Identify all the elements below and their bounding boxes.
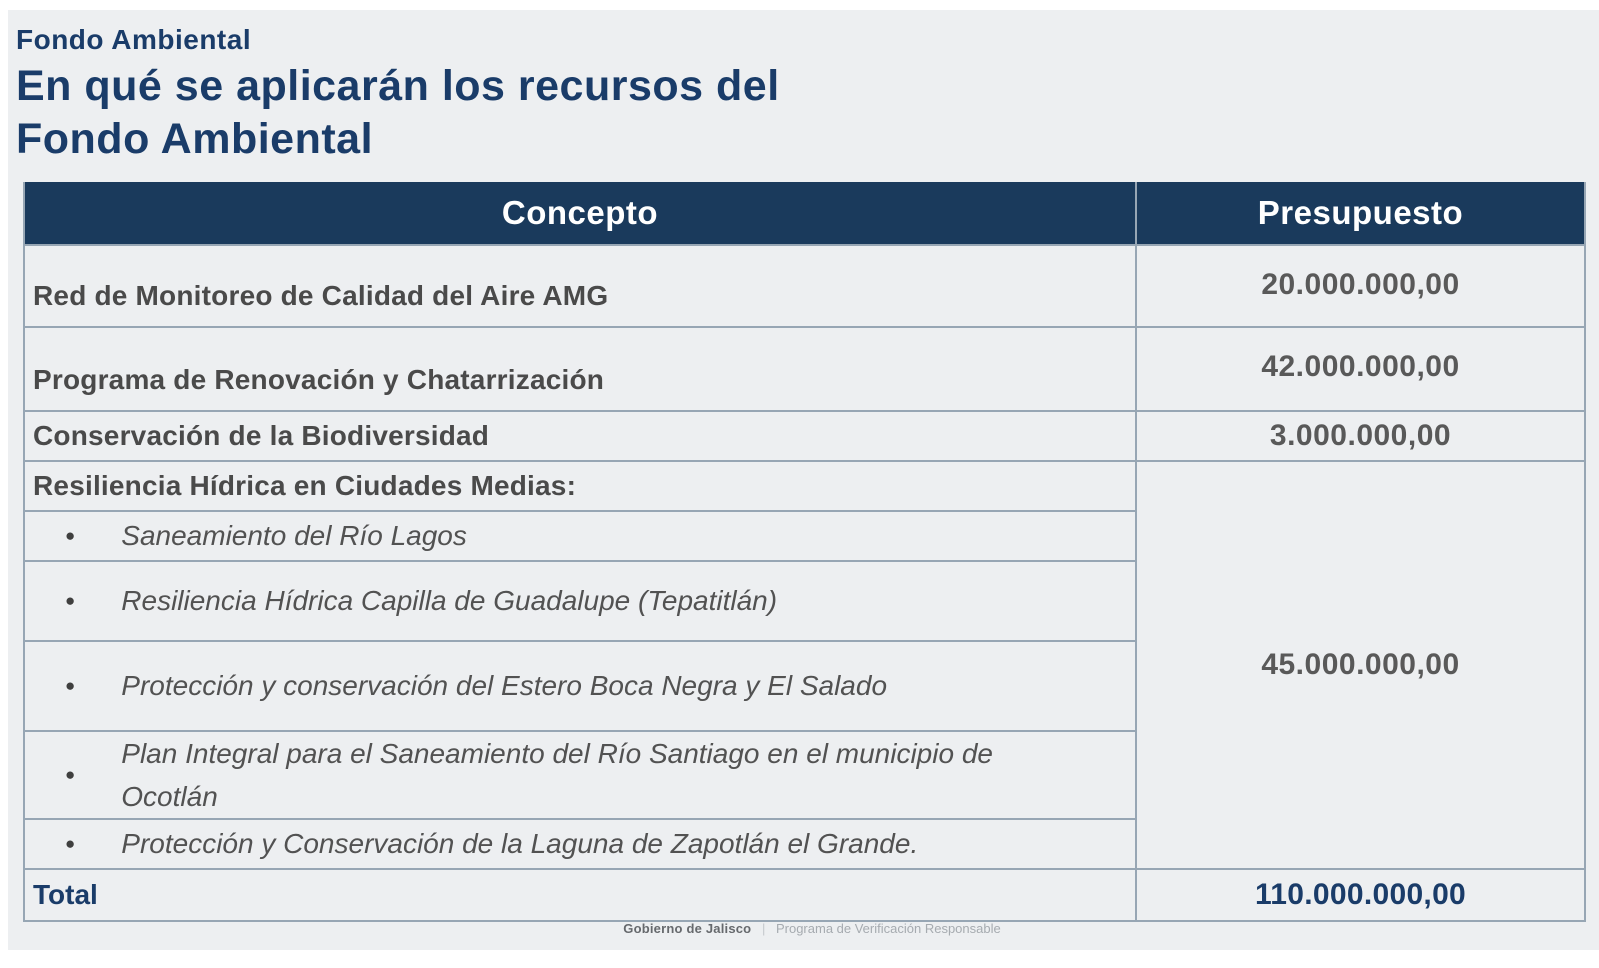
- list-item-capilla-guadalupe: ● Resiliencia Hídrica Capilla de Guadalu…: [25, 560, 1135, 640]
- page-title-line1: En qué se aplicarán los recursos del: [16, 62, 780, 111]
- page-title: En qué se aplicarán los recursos del Fon…: [16, 60, 780, 165]
- list-item-laguna-zapotlan: ● Protección y Conservación de la Laguna…: [25, 818, 1135, 868]
- eyebrow-title: Fondo Ambiental: [16, 24, 252, 55]
- list-item-rio-santiago: ● Plan Integral para el Saneamiento del …: [25, 730, 1135, 818]
- bullet-icon: ●: [65, 833, 76, 853]
- bullet-icon: ●: [65, 525, 76, 545]
- footer: Gobierno de Jalisco | Programa de Verifi…: [25, 921, 1599, 936]
- concept-cell-biodiversidad: Conservación de la Biodiversidad: [25, 410, 1135, 460]
- bullet-icon: ●: [65, 590, 76, 610]
- footer-brand: Gobierno de Jalisco: [623, 921, 752, 936]
- footer-program: Programa de Verificación Responsable: [775, 921, 1001, 936]
- concept-cell-renovacion: Programa de Renovación y Chatarrización: [25, 326, 1135, 410]
- list-item-label: Resiliencia Hídrica Capilla de Guadalupe…: [121, 585, 778, 617]
- concept-cell-resiliencia: Resiliencia Hídrica en Ciudades Medias:: [25, 460, 1135, 510]
- total-row-value: 110.000.000,00: [1135, 868, 1584, 920]
- budget-cell-renovacion: 42.000.000,00: [1135, 326, 1584, 410]
- list-item-label: Protección y Conservación de la Laguna d…: [121, 828, 919, 860]
- list-item-label: Saneamiento del Río Lagos: [121, 520, 467, 552]
- page-title-line2: Fondo Ambiental: [16, 114, 374, 163]
- budget-cell-biodiversidad: 3.000.000,00: [1135, 410, 1584, 460]
- budget-table: Concepto Presupuesto Red de Monitoreo de…: [23, 182, 1586, 922]
- column-header-concepto: Concepto: [25, 182, 1135, 244]
- list-item-label: Protección y conservación del Estero Boc…: [121, 670, 888, 702]
- list-item-rio-lagos: ● Saneamiento del Río Lagos: [25, 510, 1135, 560]
- bullet-icon: ●: [65, 675, 76, 695]
- footer-separator: |: [761, 921, 766, 936]
- list-item-label: Plan Integral para el Saneamiento del Rí…: [121, 737, 993, 812]
- budget-cell-resiliencia-merged: 45.000.000,00: [1135, 460, 1584, 868]
- column-header-presupuesto: Presupuesto: [1135, 182, 1584, 244]
- budget-cell-monitoreo: 20.000.000,00: [1135, 244, 1584, 326]
- title-block: Fondo Ambiental En qué se aplicarán los …: [16, 24, 780, 165]
- list-item-estero-boca-negra: ● Protección y conservación del Estero B…: [25, 640, 1135, 730]
- slide-background: [8, 10, 1599, 950]
- total-row-label: Total: [25, 868, 1135, 920]
- concept-cell-monitoreo: Red de Monitoreo de Calidad del Aire AMG: [25, 244, 1135, 326]
- bullet-icon: ●: [65, 764, 76, 784]
